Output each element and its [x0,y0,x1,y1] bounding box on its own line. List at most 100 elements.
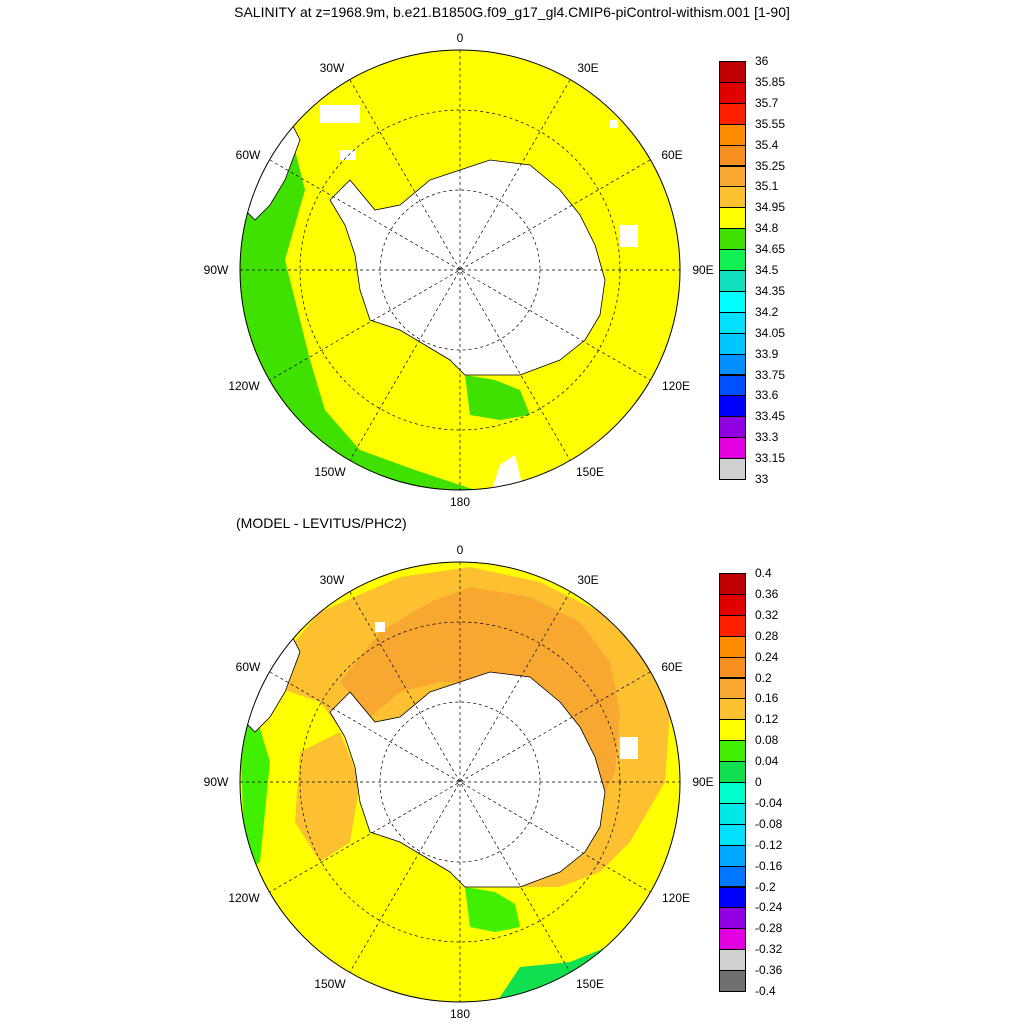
difference-colorbar-tick-label: 0.36 [755,586,779,601]
difference-colorbar-tick-label: 0.16 [755,691,779,706]
lon-label-90w: 90W [203,263,229,277]
difference-colorbar-tick-label: -0.04 [755,795,783,810]
difference-colorbar-tick-label: -0.12 [755,837,783,852]
difference-colorbar-tick-label: -0.2 [755,879,776,894]
difference-colorbar-color-box [719,782,746,804]
difference-colorbar-tick-label: -0.16 [755,858,783,873]
diff-lon-label-120w: 120W [228,891,260,905]
difference-colorbar-color-box [719,970,746,992]
difference-colorbar-tick-label: -0.4 [755,984,776,998]
salinity-colorbar-color-box [719,186,746,209]
difference-colorbar-color-box [719,656,746,679]
salinity-colorbar-color-box [719,228,746,251]
salinity-colorbar-tick-label: 35.55 [755,116,786,131]
diff-lon-label-30w: 30W [319,573,345,587]
salinity-colorbar-color-box [719,144,746,167]
diff-lon-label-90e: 90E [692,775,714,789]
salinity-map-svg [239,49,681,491]
difference-colorbar-tick-label: 0.32 [755,607,779,622]
salinity-colorbar-color-box [719,332,746,355]
salinity-colorbar-color-box [719,207,746,230]
salinity-colorbar-tick-label: 33.15 [755,451,786,466]
salinity-colorbar-color-box [719,102,746,125]
salinity-colorbar-color-box [719,165,746,188]
difference-colorbar-tick-label: -0.36 [755,963,783,978]
antarctica-land [329,159,606,376]
difference-colorbar-color-box [719,614,746,637]
difference-colorbar-tick-label: 0.08 [755,733,779,748]
salinity-colorbar-tick-label: 33.9 [755,346,779,361]
salinity-map: 0 30E 60E 90E 120E 150E 180 150W 120W 90… [200,30,720,509]
salinity-colorbar-color-box [719,123,746,146]
lon-label-90e: 90E [692,263,714,277]
salinity-colorbar-color-box [719,81,746,104]
salinity-colorbar-color-box [719,290,746,313]
lon-label-60e: 60E [661,148,683,162]
lon-label-30e: 30E [577,61,599,75]
salinity-colorbar-tick-label: 35.25 [755,158,786,173]
difference-colorbar: 0.4 0.36 0.32 0.28 0.24 0.2 0.16 0.12 0.08 0.04 0 -… [719,566,782,998]
salinity-colorbar-tick-label: 34.8 [755,221,779,236]
salinity-colorbar-color-box [719,437,746,460]
green-ross-sea [465,375,530,420]
difference-colorbar-color-box [719,719,746,742]
lon-label-120w: 120W [228,379,260,393]
salinity-colorbar-color-box [719,395,746,418]
diff-orange-west [295,732,360,862]
difference-map: 0 30E 60E 90E 120E 150E 180 150W 120W 90… [200,542,720,1021]
difference-colorbar-color-box [719,761,746,783]
salinity-colorbar-color-box [719,311,746,334]
difference-colorbar-color-box [719,823,746,846]
diff-lon-label-150e: 150E [575,977,605,991]
lon-label-30w: 30W [319,61,345,75]
difference-colorbar-tick-label: 0.24 [755,649,779,664]
difference-colorbar-color-box [719,698,746,721]
diff-green-ross [465,887,520,932]
difference-colorbar-color-box [719,949,746,972]
salinity-colorbar-color-box [719,249,746,271]
salinity-colorbar-tick-label: 34.5 [755,263,779,277]
diff-lon-label-120e: 120E [661,891,691,905]
salinity-colorbar-tick-label: 33.3 [755,430,779,445]
difference-colorbar-tick-label: -0.08 [755,816,783,831]
salinity-colorbar-tick-label: 35.7 [755,95,779,110]
difference-colorbar-color-box [719,865,746,888]
difference-colorbar-color-box [719,740,746,763]
salinity-colorbar-tick-label: 34.65 [755,242,786,257]
lon-label-150e: 150E [575,465,605,479]
salinity-colorbar-tick-label: 35.1 [755,179,779,194]
difference-colorbar-color-box [719,677,746,700]
figure-title: SALINITY at z=1968.9m, b.e21.B1850G.f09_… [234,4,790,20]
salinity-colorbar-color-box [719,374,746,397]
diff-lon-label-0: 0 [456,543,464,557]
salinity-colorbar-tick-label: 33.75 [755,367,786,382]
diff-orange-core [340,587,620,802]
island-2 [620,225,638,247]
diff-lon-label-60e: 60E [661,660,683,674]
diff-green-west [240,712,270,872]
lon-label-120e: 120E [661,379,691,393]
difference-colorbar-color-box [719,573,746,595]
salinity-colorbar-tick-label: 34.05 [755,325,786,340]
salinity-colorbar-color-box [719,270,746,292]
diff-graticule [240,562,680,1002]
difference-colorbar-color-box [719,844,746,867]
salinity-colorbar-tick-label: 35.4 [755,137,779,152]
salinity-colorbar-tick-label: 34.35 [755,283,786,298]
difference-colorbar-tick-label: -0.32 [755,942,783,957]
diff-lon-label-150w: 150W [314,977,346,991]
difference-subtitle: (MODEL - LEVITUS/PHC2) [236,515,407,531]
salinity-colorbar-color-box [719,458,746,480]
difference-colorbar-color-box [719,593,746,616]
diff-lon-label-180: 180 [449,1007,471,1021]
salinity-colorbar-tick-label: 34.2 [755,304,779,319]
difference-colorbar-color-box [719,635,746,658]
difference-colorbar-color-box [719,802,746,825]
difference-colorbar-tick-label: -0.28 [755,921,783,936]
diff-island-3 [375,622,385,632]
graticule [240,50,680,490]
diff-map-border [239,561,681,1003]
island-4 [340,150,356,160]
map-border [239,49,681,491]
difference-colorbar-tick-label: 0 [755,775,762,789]
